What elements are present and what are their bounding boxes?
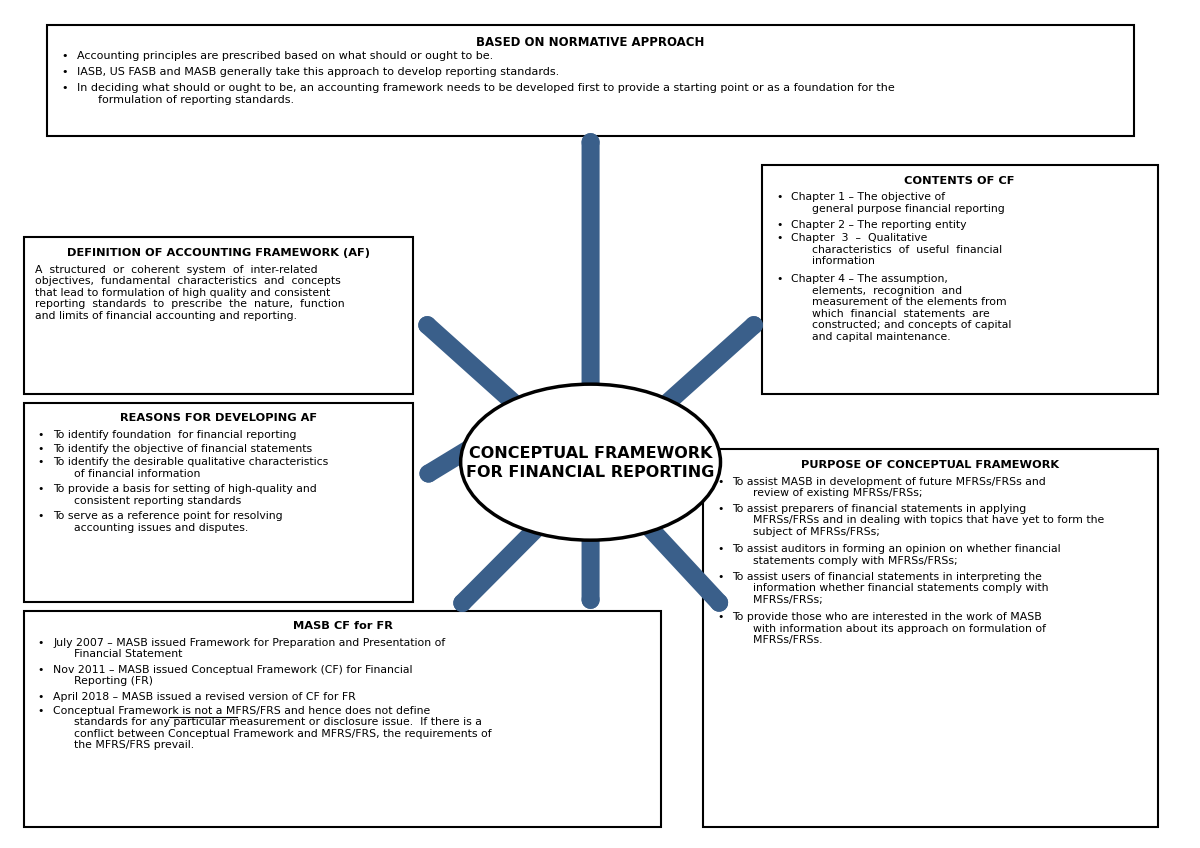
Text: •: • (37, 511, 44, 522)
Text: REASONS FOR DEVELOPING AF: REASONS FOR DEVELOPING AF (120, 413, 317, 423)
Text: Accounting principles are prescribed based on what should or ought to be.: Accounting principles are prescribed bas… (77, 51, 493, 61)
Text: IASB, US FASB and MASB generally take this approach to develop reporting standar: IASB, US FASB and MASB generally take th… (77, 67, 559, 77)
FancyBboxPatch shape (47, 25, 1134, 136)
Text: July 2007 – MASB issued Framework for Preparation and Presentation of
      Fina: July 2007 – MASB issued Framework for Pr… (53, 638, 445, 659)
Text: To provide those who are interested in the work of MASB
      with information a: To provide those who are interested in t… (732, 612, 1046, 645)
FancyBboxPatch shape (24, 403, 414, 602)
Text: •: • (776, 192, 782, 203)
Text: •: • (776, 274, 782, 284)
Text: To identify the objective of financial statements: To identify the objective of financial s… (53, 444, 312, 454)
Text: •: • (716, 477, 724, 487)
Text: Chapter 4 – The assumption,
      elements,  recognition  and
      measurement : Chapter 4 – The assumption, elements, re… (791, 274, 1012, 342)
FancyBboxPatch shape (703, 449, 1158, 827)
Text: To identify foundation  for financial reporting: To identify foundation for financial rep… (53, 430, 296, 440)
Text: DEFINITION OF ACCOUNTING FRAMEWORK (AF): DEFINITION OF ACCOUNTING FRAMEWORK (AF) (67, 248, 370, 258)
Text: To assist auditors in forming an opinion on whether financial
      statements c: To assist auditors in forming an opinion… (732, 544, 1061, 566)
Text: CONCEPTUAL FRAMEWORK: CONCEPTUAL FRAMEWORK (469, 446, 713, 461)
Text: Conceptual Framework is not a MFRS/FRS and hence does not define
      standards: Conceptual Framework is not a MFRS/FRS a… (53, 706, 492, 750)
Text: FOR FINANCIAL REPORTING: FOR FINANCIAL REPORTING (467, 465, 715, 480)
Text: To provide a basis for setting of high-quality and
      consistent reporting st: To provide a basis for setting of high-q… (53, 484, 317, 505)
Text: •: • (37, 665, 44, 675)
Text: To serve as a reference point for resolving
      accounting issues and disputes: To serve as a reference point for resolv… (53, 511, 283, 533)
Text: •: • (716, 544, 724, 555)
Text: •: • (61, 51, 68, 61)
FancyBboxPatch shape (24, 237, 414, 394)
Text: Chapter 2 – The reporting entity: Chapter 2 – The reporting entity (791, 220, 967, 230)
Text: •: • (37, 706, 44, 716)
Text: To assist users of financial statements in interpreting the
      information wh: To assist users of financial statements … (732, 572, 1049, 605)
Text: •: • (37, 692, 44, 702)
Text: To identify the desirable qualitative characteristics
      of financial informa: To identify the desirable qualitative ch… (53, 457, 329, 478)
Text: •: • (37, 638, 44, 648)
Text: •: • (37, 484, 44, 494)
Ellipse shape (461, 384, 720, 540)
FancyBboxPatch shape (24, 611, 661, 827)
Text: •: • (37, 457, 44, 467)
Text: To assist preparers of financial statements in applying
      MFRSs/FRSs and in : To assist preparers of financial stateme… (732, 504, 1104, 537)
Text: A  structured  or  coherent  system  of  inter-related
objectives,  fundamental : A structured or coherent system of inter… (36, 265, 346, 321)
Text: To assist MASB in development of future MFRSs/FRSs and
      review of existing : To assist MASB in development of future … (732, 477, 1046, 498)
Text: BASED ON NORMATIVE APPROACH: BASED ON NORMATIVE APPROACH (476, 36, 704, 48)
Text: Chapter 1 – The objective of
      general purpose financial reporting: Chapter 1 – The objective of general pur… (791, 192, 1006, 214)
Text: •: • (776, 220, 782, 230)
Text: CONTENTS OF CF: CONTENTS OF CF (905, 176, 1015, 186)
Text: •: • (61, 67, 68, 77)
Text: •: • (716, 504, 724, 514)
Text: •: • (716, 612, 724, 622)
Text: •: • (37, 430, 44, 440)
Text: MASB CF for FR: MASB CF for FR (293, 621, 392, 631)
Text: In deciding what should or ought to be, an accounting framework needs to be deve: In deciding what should or ought to be, … (77, 83, 894, 104)
Text: •: • (776, 233, 782, 243)
Text: •: • (37, 444, 44, 454)
FancyBboxPatch shape (762, 165, 1158, 394)
Text: •: • (61, 83, 68, 93)
Text: Chapter  3  –  Qualitative
      characteristics  of  useful  financial
      in: Chapter 3 – Qualitative characteristics … (791, 233, 1002, 266)
Text: •: • (716, 572, 724, 582)
Text: PURPOSE OF CONCEPTUAL FRAMEWORK: PURPOSE OF CONCEPTUAL FRAMEWORK (802, 460, 1060, 470)
Text: April 2018 – MASB issued a revised version of CF for FR: April 2018 – MASB issued a revised versi… (53, 692, 356, 702)
Text: Nov 2011 – MASB issued Conceptual Framework (CF) for Financial
      Reporting (: Nov 2011 – MASB issued Conceptual Framew… (53, 665, 413, 686)
